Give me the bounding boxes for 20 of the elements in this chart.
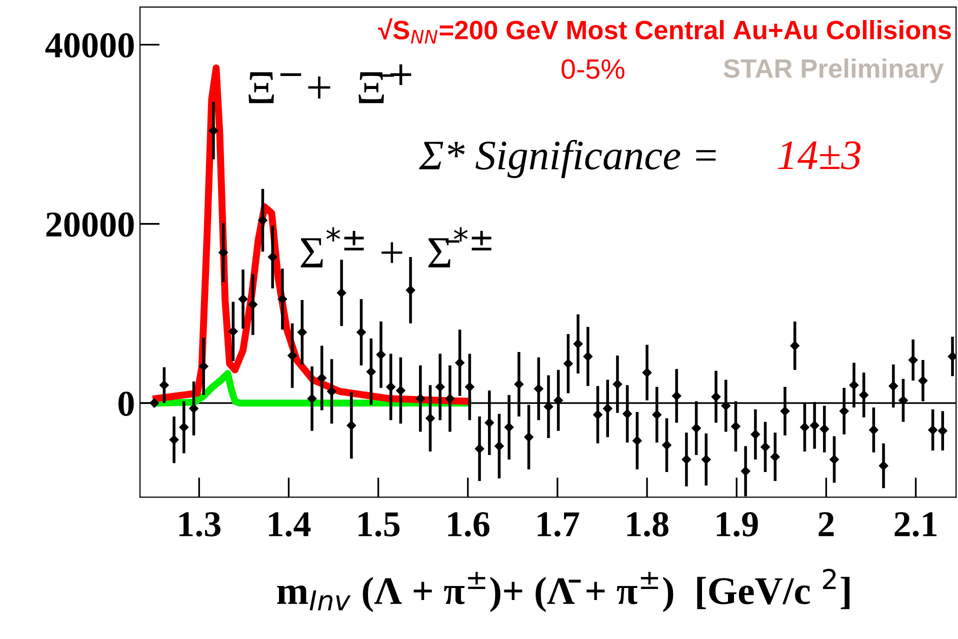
x-tick-label: 2.1 xyxy=(894,512,936,537)
annotation: Σ$^{*±}$ + Σ̄$^{*±}$ xyxy=(300,227,492,268)
y-tick-label: 0 xyxy=(118,392,134,416)
y-tick-label: 40000 xyxy=(45,33,134,58)
text: m$_{Inv}$ (Λ + π$^{±}$)+ (Λ̄ + π$^{±}$) [GeV/c $^{2}$] xyxy=(277,568,850,612)
x-tick-label: 1.7 xyxy=(538,512,580,537)
annotation: Ξ$^{−}$+ Ξ̄$^{+}$ xyxy=(248,64,412,104)
annotation: √S$_{NN}$=200 GeV Most Central Au+Au Collisions xyxy=(378,18,951,44)
x-tick-label: 2 xyxy=(818,512,834,536)
x-tick-label: 1.5 xyxy=(358,512,400,537)
annotation: 0-5% xyxy=(562,59,624,79)
x-tick-label: 1.6 xyxy=(448,512,490,537)
annotation: STAR Preliminary xyxy=(724,58,944,84)
annotation: Σ* Significance = xyxy=(419,140,716,178)
x-tick-label: 1.3 xyxy=(179,512,220,537)
y-tick-label: 20000 xyxy=(46,212,134,237)
x-tick-label: 1.8 xyxy=(627,512,668,537)
x-tick-label: 1.4 xyxy=(269,512,311,537)
annotation: 14±3 xyxy=(778,141,860,170)
x-tick-label: 1.9 xyxy=(716,512,758,537)
